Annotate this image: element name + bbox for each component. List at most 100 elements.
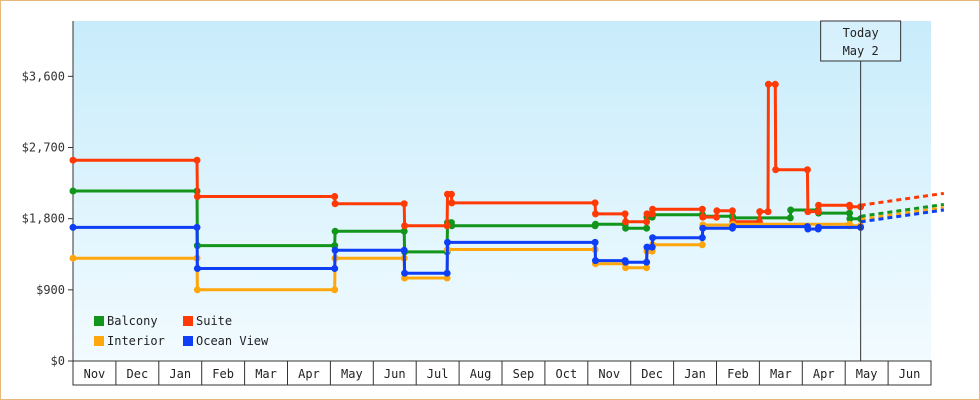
data-point-interior	[643, 264, 651, 272]
data-point-suite	[69, 156, 77, 164]
month-label: Mar	[770, 367, 792, 381]
data-point-suite	[846, 203, 854, 211]
data-point-ocean-view	[643, 258, 651, 266]
data-point-suite	[621, 210, 629, 218]
today-box	[820, 20, 902, 62]
data-point-suite	[193, 156, 201, 164]
data-point-suite	[814, 208, 822, 216]
month-label: Dec	[641, 367, 663, 381]
data-point-ocean-view	[444, 238, 451, 246]
legend-label-balcony: Balcony	[107, 314, 158, 328]
data-point-balcony	[69, 187, 77, 195]
data-point-ocean-view	[443, 269, 451, 277]
data-point-ocean-view	[804, 225, 812, 233]
data-point-balcony	[643, 224, 651, 232]
data-point-suite	[803, 166, 811, 174]
legend-swatch-interior	[94, 336, 104, 346]
month-label: Jun	[384, 367, 406, 381]
data-point-interior	[69, 254, 77, 262]
y-tick-label: $2,700	[22, 141, 65, 155]
data-point-ocean-view	[591, 238, 599, 246]
data-point-suite	[804, 208, 812, 216]
data-point-ocean-view	[729, 223, 737, 231]
data-point-suite	[698, 205, 706, 213]
month-label: Jan	[684, 367, 706, 381]
data-point-ocean-view	[401, 269, 409, 277]
y-tick-label: $1,800	[22, 212, 65, 226]
data-point-suite	[443, 222, 451, 230]
y-tick-label: $0	[51, 354, 65, 368]
month-label: Mar	[255, 367, 277, 381]
legend: Balcony Suite Interior Ocean View	[94, 314, 269, 348]
legend-swatch-balcony	[94, 316, 104, 326]
data-point-interior	[443, 274, 451, 282]
series-line-balcony	[73, 189, 861, 254]
data-point-suite	[771, 80, 779, 88]
data-point-ocean-view	[649, 234, 657, 242]
data-point-ocean-view	[815, 223, 823, 231]
data-point-suite	[649, 205, 657, 213]
today-marker: Today May 2	[820, 20, 902, 361]
data-point-ocean-view	[699, 224, 707, 232]
data-point-balcony	[846, 215, 854, 223]
data-point-suite	[592, 210, 599, 218]
month-label: Feb	[212, 367, 234, 381]
y-axis: $0 $900 $1,800 $2,700 $3,600	[22, 21, 74, 368]
y-tick-label: $3,600	[22, 69, 65, 83]
data-point-suite	[401, 222, 409, 230]
data-point-ocean-view	[69, 223, 77, 231]
data-point-ocean-view	[622, 258, 630, 266]
month-label: Nov	[84, 367, 106, 381]
month-label: Jul	[427, 367, 449, 381]
month-label: Apr	[298, 367, 320, 381]
legend-swatch-ocean-view	[183, 336, 193, 346]
month-label: Jan	[169, 367, 191, 381]
today-label: Today	[843, 26, 879, 40]
data-point-interior	[698, 241, 706, 249]
data-point-ocean-view	[698, 234, 706, 242]
data-point-balcony	[331, 227, 339, 235]
plot-background	[73, 21, 931, 361]
month-label: Dec	[127, 367, 149, 381]
legend-label-ocean-view: Ocean View	[196, 334, 269, 348]
data-point-suite	[713, 207, 721, 215]
month-label: May	[341, 367, 363, 381]
data-point-balcony	[622, 224, 630, 232]
data-point-ocean-view	[648, 243, 656, 251]
data-point-suite	[591, 199, 599, 207]
legend-swatch-suite	[183, 316, 193, 326]
month-label: Aug	[470, 367, 492, 381]
data-point-suite	[400, 200, 408, 208]
data-point-balcony	[786, 214, 794, 222]
today-date: May 2	[843, 44, 879, 58]
data-point-suite	[756, 208, 764, 216]
data-point-suite	[448, 199, 456, 207]
data-point-interior	[622, 264, 630, 272]
series-line-suite	[73, 82, 861, 228]
data-point-suite	[764, 208, 772, 216]
data-point-interior	[193, 286, 201, 294]
legend-label-suite: Suite	[196, 314, 232, 328]
data-point-balcony	[592, 220, 599, 228]
month-label: Feb	[727, 367, 749, 381]
data-point-suite	[728, 207, 736, 215]
data-point-suite	[772, 166, 780, 174]
data-point-suite	[643, 218, 651, 226]
y-tick-label: $900	[36, 283, 65, 297]
legend-label-interior: Interior	[107, 334, 165, 348]
data-point-balcony	[846, 209, 853, 217]
month-label: Apr	[813, 367, 835, 381]
data-point-interior	[401, 274, 409, 282]
data-point-ocean-view	[643, 243, 651, 251]
data-point-suite	[643, 210, 651, 218]
data-point-ocean-view	[193, 265, 201, 272]
data-point-suite	[815, 201, 823, 209]
series-line-ocean-view	[73, 225, 861, 275]
data-point-ocean-view	[400, 246, 408, 254]
data-point-suite	[764, 80, 772, 88]
month-label: Jun	[899, 367, 921, 381]
data-point-interior	[331, 286, 339, 294]
series-layer	[69, 80, 945, 294]
data-point-suite	[193, 193, 201, 200]
